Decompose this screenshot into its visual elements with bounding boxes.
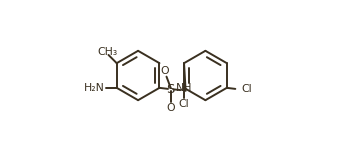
Text: O: O	[160, 66, 169, 76]
Text: CH₃: CH₃	[97, 47, 117, 57]
Text: NH: NH	[176, 83, 192, 93]
Text: Cl: Cl	[241, 84, 252, 94]
Text: O: O	[166, 103, 175, 113]
Text: S: S	[167, 83, 175, 96]
Text: Cl: Cl	[178, 99, 189, 109]
Text: H₂N: H₂N	[84, 83, 105, 93]
